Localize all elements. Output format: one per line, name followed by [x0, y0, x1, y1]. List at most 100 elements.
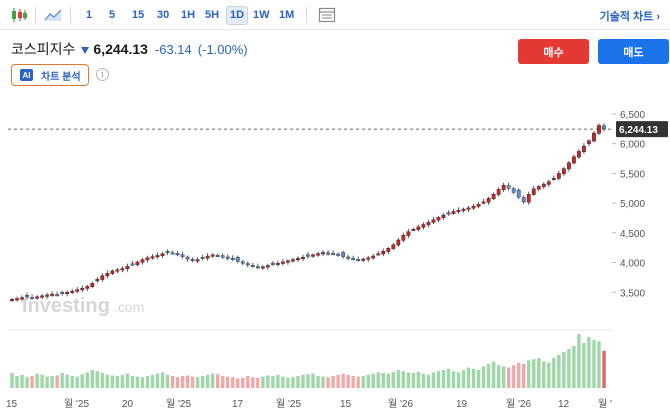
candle-body	[311, 254, 315, 257]
candle-body	[125, 265, 130, 270]
timeframe-5h[interactable]: 5H	[205, 9, 220, 21]
volume-bar	[321, 376, 325, 388]
volume-bar	[446, 368, 451, 388]
watermark-suffix: .com	[114, 299, 144, 315]
candle-body	[220, 255, 225, 258]
x-tick-label: 20	[122, 399, 134, 410]
candle-body	[501, 185, 506, 190]
candle-body	[446, 212, 451, 215]
x-tick-label: 19	[456, 399, 468, 410]
timeframe-1w[interactable]: 1W	[253, 9, 270, 21]
candle-body	[556, 173, 561, 179]
candle-body	[356, 259, 361, 262]
volume-bar	[396, 370, 401, 388]
candle-body	[341, 252, 346, 257]
candle-body	[140, 259, 145, 263]
candle-body	[381, 251, 386, 255]
candle-body	[215, 254, 220, 257]
candle-body	[245, 263, 250, 266]
candle-body	[65, 292, 70, 295]
sell-button[interactable]: 매도	[598, 39, 669, 64]
volume-bar	[145, 376, 150, 388]
candle-body	[170, 252, 175, 255]
candle-body	[396, 239, 401, 246]
indicators-icon[interactable]	[316, 5, 338, 25]
candle-body	[185, 256, 190, 260]
candle-body	[321, 252, 325, 255]
candle-body	[456, 210, 461, 212]
volume-bar	[406, 372, 411, 388]
price-chart[interactable]: Investing .com 6,244.13 6,500 6,000 5,500 5…	[0, 100, 670, 419]
timeframe-1d[interactable]: 1D	[226, 6, 249, 25]
timeframe-1m[interactable]: 1M	[279, 9, 295, 21]
volume-bar	[281, 376, 285, 388]
candle-body	[85, 286, 90, 289]
technical-chart-link[interactable]: 기술적 차트 ›	[599, 11, 660, 23]
candle-body	[481, 201, 486, 204]
timeframe-1h[interactable]: 1H	[181, 9, 196, 21]
volume-bar	[65, 374, 69, 388]
volume-bar	[441, 370, 446, 388]
candlestick-icon[interactable]	[8, 5, 30, 25]
candle-body	[260, 266, 265, 269]
candle-body	[301, 257, 305, 259]
volume-bar	[496, 365, 501, 388]
volume-bar	[371, 373, 375, 388]
info-icon[interactable]: i	[96, 68, 109, 81]
candle-body	[602, 125, 606, 130]
candle-body	[275, 262, 280, 265]
candle-body	[476, 204, 481, 207]
area-chart-icon[interactable]	[42, 5, 64, 25]
volume-bar	[200, 376, 205, 388]
volume-bar	[160, 372, 165, 388]
ai-chart-analysis-button[interactable]: AI 차트 분석	[11, 64, 89, 86]
volume-bar	[351, 376, 355, 388]
volume-bar	[190, 376, 195, 388]
candle-body	[531, 188, 536, 195]
volume-bar	[241, 377, 245, 388]
candle-body	[406, 231, 411, 236]
timeframe-30[interactable]: 30	[157, 9, 170, 21]
candle-body	[486, 198, 491, 203]
candle-body	[421, 224, 426, 228]
candle-body	[160, 253, 165, 256]
candle-body	[50, 293, 55, 296]
candle-body	[496, 189, 501, 195]
volume-bar	[221, 376, 225, 388]
volume-bar	[246, 376, 250, 388]
volume-bar	[130, 376, 135, 388]
buy-button[interactable]: 매수	[518, 39, 589, 64]
candle-body	[331, 253, 335, 256]
candle-body	[286, 260, 290, 263]
y-tick-label: 5,500	[620, 169, 645, 180]
candle-body	[571, 156, 576, 164]
timeframe-15[interactable]: 15	[132, 9, 145, 21]
candle-body	[180, 254, 185, 257]
candle-body	[281, 261, 285, 264]
timeframe-5[interactable]: 5	[109, 9, 116, 21]
volume-bar	[517, 362, 521, 388]
volume-bar	[35, 373, 39, 388]
candle-body	[361, 258, 366, 261]
volume-bar	[226, 376, 230, 388]
volume-bar	[301, 374, 305, 388]
volume-bar	[466, 367, 471, 388]
volume-bar	[491, 361, 496, 388]
candle-body	[15, 298, 19, 301]
volume-bar	[361, 376, 365, 388]
candle-body	[336, 253, 341, 256]
volume-bar	[306, 374, 310, 388]
candle-body	[587, 140, 591, 144]
candle-body	[371, 255, 376, 259]
candle-body	[326, 252, 330, 255]
volume-bar	[582, 343, 586, 388]
candle-body	[55, 294, 60, 297]
volume-bar	[421, 373, 426, 388]
x-tick-label: 월 '25	[64, 398, 89, 410]
candle-body	[80, 287, 85, 291]
candle-body	[40, 295, 45, 298]
timeframe-1[interactable]: 1	[86, 9, 93, 21]
volume-bar	[276, 374, 280, 388]
volume-bar	[60, 373, 64, 388]
candle-body	[225, 256, 230, 259]
